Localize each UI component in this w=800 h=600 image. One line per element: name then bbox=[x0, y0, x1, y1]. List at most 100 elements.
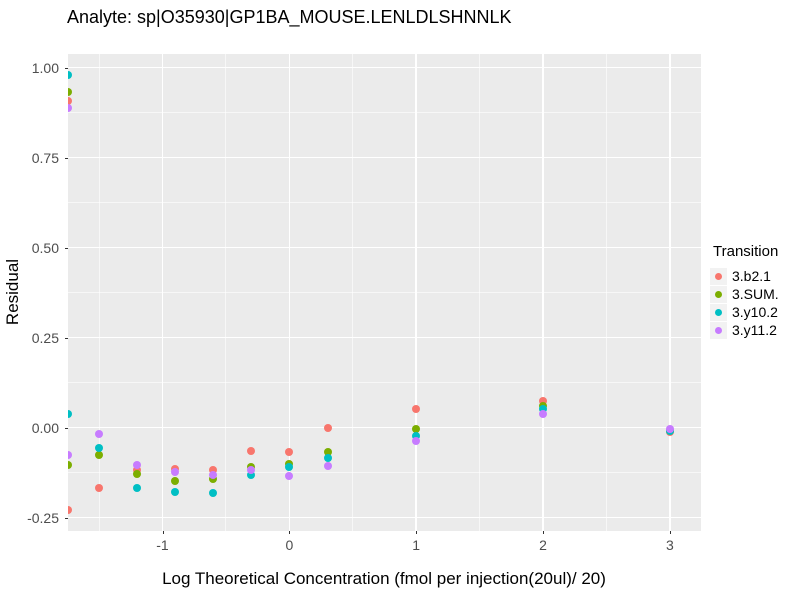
data-point-3.y11.2 bbox=[68, 450, 72, 459]
data-point-3.b2.1 bbox=[94, 483, 103, 492]
gridline-major-y bbox=[68, 426, 701, 429]
y-tick-label: 1.00 bbox=[31, 59, 59, 76]
data-point-3.b2.1 bbox=[247, 446, 256, 455]
legend-dot-icon bbox=[715, 326, 722, 334]
data-point-3.y10.2 bbox=[539, 405, 548, 414]
x-axis-title: Log Theoretical Concentration (fmol per … bbox=[162, 569, 606, 588]
legend-item-label: 3.y11.2 bbox=[732, 322, 777, 338]
data-point-3.b2.1 bbox=[285, 447, 294, 456]
data-point-3.b2.1 bbox=[208, 465, 217, 474]
data-point-3.y11.2 bbox=[170, 468, 179, 477]
y-axis-tick bbox=[65, 157, 68, 159]
data-point-3.y11.2 bbox=[412, 437, 421, 446]
y-tick-label: 0.25 bbox=[31, 329, 59, 346]
gridline-minor-y bbox=[68, 112, 701, 113]
x-axis-tick bbox=[416, 531, 418, 534]
legend-key bbox=[710, 303, 727, 321]
x-axis-tick bbox=[543, 531, 545, 534]
data-point-3.y10.2 bbox=[323, 454, 332, 463]
gridline-minor-y bbox=[68, 382, 701, 383]
data-point-3.y11.2 bbox=[539, 410, 548, 419]
gridline-major-y bbox=[68, 516, 701, 519]
gridline-major-x bbox=[542, 54, 544, 531]
legend-dot-icon bbox=[715, 272, 722, 280]
y-axis-tick bbox=[65, 67, 68, 69]
data-point-3.y10.2 bbox=[412, 431, 421, 440]
data-point-3.y10.2 bbox=[170, 487, 179, 496]
x-axis-tick bbox=[289, 531, 291, 534]
gridline-minor-y bbox=[68, 292, 701, 293]
gridline-major-y bbox=[68, 246, 701, 249]
x-tick-label: 0 bbox=[285, 537, 294, 553]
data-point-3.y11.2 bbox=[68, 104, 72, 113]
legend-item: 3.y10.2 bbox=[710, 303, 779, 321]
data-point-3.SUM. bbox=[68, 460, 72, 469]
data-point-3.y11.2 bbox=[208, 471, 217, 480]
data-point-3.SUM. bbox=[94, 450, 103, 459]
data-point-3.b2.1 bbox=[68, 96, 72, 105]
data-point-3.y11.2 bbox=[132, 460, 141, 469]
gridline-major-x bbox=[161, 54, 164, 531]
data-point-3.y11.2 bbox=[247, 465, 256, 474]
y-tick-label: 0.75 bbox=[31, 149, 59, 166]
gridline-major-x bbox=[415, 54, 417, 531]
x-tick-label: 2 bbox=[539, 537, 547, 553]
data-point-3.y10.2 bbox=[94, 444, 103, 453]
data-point-3.y11.2 bbox=[665, 425, 674, 434]
y-tick-label: 0.00 bbox=[31, 419, 59, 436]
data-point-3.SUM. bbox=[132, 469, 141, 478]
y-axis-tick bbox=[65, 247, 68, 249]
data-point-3.SUM. bbox=[412, 424, 421, 433]
data-point-3.y10.2 bbox=[247, 470, 256, 479]
y-tick-label: -0.25 bbox=[27, 509, 59, 526]
legend-item-label: 3.y10.2 bbox=[732, 304, 778, 320]
x-tick-label: 3 bbox=[666, 537, 674, 553]
legend-item-label: 3.b2.1 bbox=[732, 268, 771, 284]
data-point-3.y11.2 bbox=[323, 462, 332, 471]
legend-dot-icon bbox=[715, 308, 722, 316]
gridline-major-y bbox=[68, 336, 701, 339]
data-point-3.b2.1 bbox=[323, 423, 332, 432]
gridline-major-x bbox=[288, 54, 291, 531]
data-point-3.y10.2 bbox=[208, 488, 217, 497]
legend-item: 3.b2.1 bbox=[710, 267, 779, 285]
y-axis-tick bbox=[65, 517, 68, 519]
data-point-3.SUM. bbox=[170, 476, 179, 485]
data-point-3.SUM. bbox=[323, 447, 332, 456]
x-axis-tick bbox=[669, 531, 671, 534]
gridline-major-y bbox=[68, 66, 701, 69]
data-point-3.y10.2 bbox=[68, 71, 72, 80]
legend-dot-icon bbox=[715, 290, 722, 298]
data-point-3.y11.2 bbox=[94, 429, 103, 438]
data-point-3.y10.2 bbox=[285, 463, 294, 472]
legend-key bbox=[710, 321, 727, 339]
y-tick-label: 0.50 bbox=[31, 239, 59, 256]
legend: Transition 3.b2.1 3.SUM. 3.y10.2 3.y11.2 bbox=[710, 243, 779, 339]
plot-panel bbox=[68, 54, 701, 531]
data-point-3.SUM. bbox=[68, 87, 72, 96]
data-point-3.y10.2 bbox=[68, 410, 72, 419]
y-axis-tick bbox=[65, 337, 68, 339]
data-point-3.b2.1 bbox=[68, 505, 72, 514]
gridline-minor-y bbox=[68, 202, 701, 203]
legend-item: 3.SUM. bbox=[710, 285, 779, 303]
data-point-3.y11.2 bbox=[285, 472, 294, 481]
legend-items: 3.b2.1 3.SUM. 3.y10.2 3.y11.2 bbox=[710, 267, 779, 339]
gridline-minor-y bbox=[68, 472, 701, 473]
page-title: Analyte: sp|O35930|GP1BA_MOUSE.LENLDLSHN… bbox=[67, 7, 512, 27]
x-tick-label: 1 bbox=[412, 537, 421, 553]
gridline-major-x bbox=[669, 54, 671, 531]
legend-item: 3.y11.2 bbox=[710, 321, 779, 339]
x-tick-label: -1 bbox=[156, 537, 169, 553]
legend-key bbox=[710, 285, 727, 303]
y-axis-title: Residual bbox=[3, 258, 22, 326]
legend-title: Transition bbox=[713, 243, 779, 260]
data-point-3.b2.1 bbox=[412, 405, 421, 414]
gridline-major-y bbox=[68, 156, 701, 159]
data-point-3.y10.2 bbox=[132, 483, 141, 492]
x-axis-tick bbox=[162, 531, 164, 534]
legend-item-label: 3.SUM. bbox=[732, 286, 779, 302]
y-axis-tick bbox=[65, 427, 68, 429]
legend-key bbox=[710, 267, 727, 285]
